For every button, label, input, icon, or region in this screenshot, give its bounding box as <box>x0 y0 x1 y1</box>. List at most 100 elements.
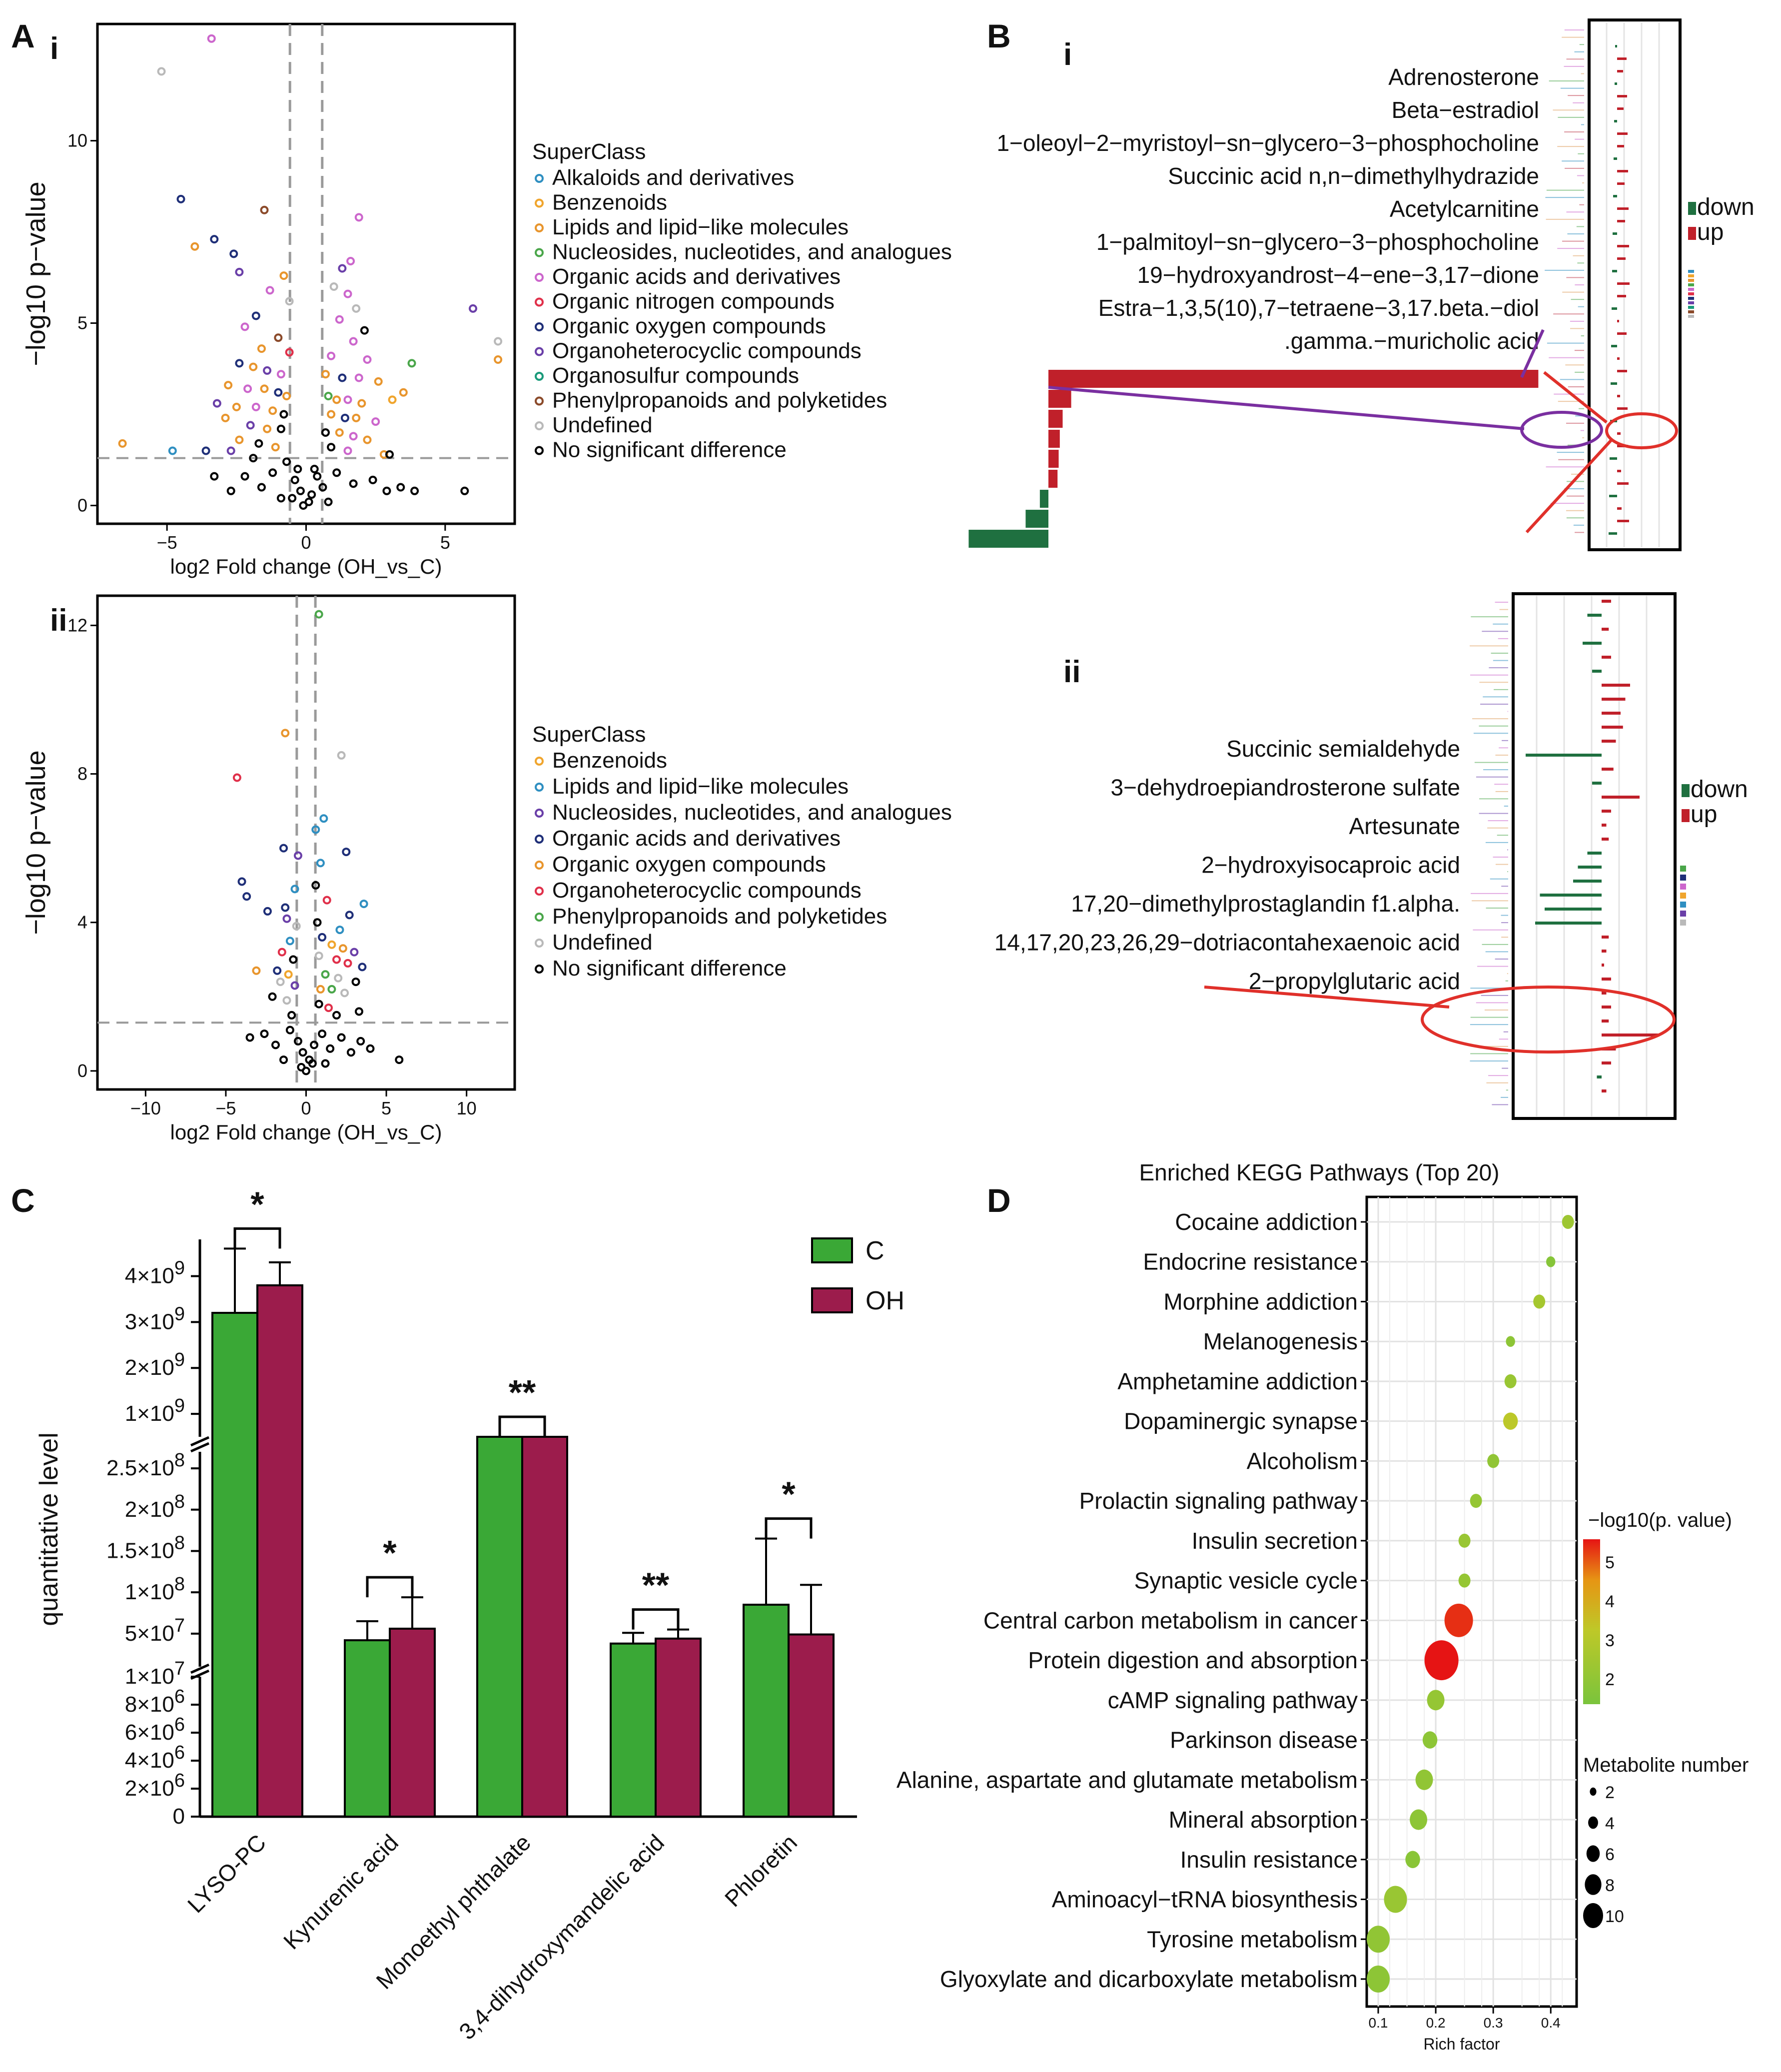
inset-bar <box>1587 852 1602 855</box>
data-point <box>263 907 272 916</box>
callout-line <box>1520 329 1545 378</box>
pathway-label-morphine-addiction: Morphine addiction <box>1163 1288 1358 1314</box>
metabolite-label-2-hydroxyisocaproic-acid: 2−hydroxyisocaproic acid <box>1201 852 1460 878</box>
data-point <box>249 362 258 371</box>
data-point <box>338 373 347 382</box>
y-tick-exponent: 7 <box>174 1658 185 1679</box>
size-legend-title: Metabolite number <box>1583 1754 1749 1776</box>
legend-marker <box>535 347 544 356</box>
inset-bar <box>1602 950 1607 953</box>
pathway-label-melanogenesis: Melanogenesis <box>1203 1328 1358 1354</box>
legend-label-up: up <box>1691 801 1717 828</box>
mini-key-swatch <box>1688 306 1694 309</box>
inset-bar <box>1540 894 1602 897</box>
plot-frame <box>96 594 516 1091</box>
data-point <box>327 985 336 994</box>
pathway-label-insulin-secretion: Insulin secretion <box>1192 1528 1358 1554</box>
volcano-plot-ii: ii −10 −5 0 5 10 0 4 8 12 log2 Fold change (OH_vs_… <box>21 594 952 1144</box>
data-point <box>358 963 367 972</box>
data-point <box>352 413 361 422</box>
legend-label-organoheterocyclic-compounds: Organoheterocyclic compounds <box>552 878 862 903</box>
data-point <box>310 465 319 474</box>
legend-marker <box>535 174 544 183</box>
inset-bar <box>1613 232 1617 235</box>
pathway-label-amphetamine-addiction: Amphetamine addiction <box>1117 1368 1358 1394</box>
inset-bar <box>1614 157 1617 160</box>
legend-label-organosulfur-compounds: Organosulfur compounds <box>552 363 799 388</box>
axis-break-mark-1 <box>190 1436 210 1447</box>
data-point <box>332 955 341 964</box>
pathway-label-camp-signaling-pathway: cAMP signaling pathway <box>1108 1687 1358 1713</box>
pathway-label-dopaminergic-synapse: Dopaminergic synapse <box>1124 1408 1358 1434</box>
legend-label-lipids-and-lipid-like-molecules: Lipids and lipid−like molecules <box>552 215 849 239</box>
inset-bar <box>1602 936 1609 939</box>
legend-marker <box>535 297 544 307</box>
data-point <box>263 424 272 433</box>
y-tick-exponent: 9 <box>174 1349 185 1370</box>
data-point <box>235 267 244 276</box>
data-point <box>311 881 320 890</box>
data-point <box>399 388 408 397</box>
axis-break-mark-1 <box>190 1442 210 1453</box>
legend-label-alkaloids-and-derivatives: Alkaloids and derivatives <box>552 165 794 190</box>
inset-bar <box>1610 457 1617 460</box>
significance-bracket <box>233 1227 281 1249</box>
pathway-bubble-endocrine-resistance <box>1546 1256 1556 1267</box>
data-point <box>314 952 323 961</box>
data-point <box>469 304 477 313</box>
inset-bar <box>1617 95 1627 97</box>
data-point <box>385 450 394 459</box>
inset-bar <box>1602 740 1616 743</box>
bar-gamma-muricholic-acid <box>968 530 1048 548</box>
data-point <box>268 468 277 477</box>
pathway-label-insulin-resistance: Insulin resistance <box>1180 1847 1358 1873</box>
inset-bar <box>1617 470 1621 472</box>
y-tick-label: 6×106 <box>125 1714 185 1745</box>
pathway-label-central-carbon-metabolism-in-cancer: Central carbon metabolism in cancer <box>983 1607 1358 1633</box>
inset-bar <box>1597 1075 1602 1078</box>
color-legend-tick: 3 <box>1605 1631 1615 1650</box>
data-point <box>168 446 177 455</box>
legend-label-nucleosides-nucleotides-and-analogues: Nucleosides, nucleotides, and analogues <box>552 240 952 264</box>
inset-bar <box>1602 698 1626 701</box>
data-point <box>319 814 328 823</box>
pathway-bubble-prolactin-signaling-pathway <box>1470 1494 1482 1508</box>
x-tick-label: 0.1 <box>1369 2015 1388 2031</box>
data-point <box>322 896 331 905</box>
legend-title: SuperClass <box>532 139 646 164</box>
data-point <box>240 322 249 331</box>
data-point <box>382 486 391 495</box>
data-point <box>210 472 219 481</box>
data-point <box>304 497 313 506</box>
y-tick-exponent: 8 <box>174 1450 185 1471</box>
color-legend-tick: 4 <box>1605 1592 1615 1611</box>
legend-label-organic-acids-and-derivatives: Organic acids and derivatives <box>552 826 841 851</box>
significance-bracket <box>632 1608 680 1630</box>
legend-label-benzenoids: Benzenoids <box>552 748 667 773</box>
y-tick-label: 12 <box>67 615 87 635</box>
y-tick-label: 1×109 <box>125 1395 185 1426</box>
y-tick-label: 5×107 <box>125 1615 185 1646</box>
inset-bar <box>1526 754 1602 757</box>
pathway-label-parkinson-disease: Parkinson disease <box>1170 1727 1358 1753</box>
data-point <box>318 483 327 492</box>
data-point <box>279 1055 288 1064</box>
size-legend-label: 2 <box>1605 1783 1615 1802</box>
inset-bar <box>1602 978 1611 981</box>
size-legend-label: 8 <box>1605 1876 1615 1895</box>
legend-marker <box>535 223 544 232</box>
inset-bar <box>1617 520 1629 522</box>
significance-bracket <box>366 1576 414 1598</box>
y-tick-exponent: 8 <box>174 1491 185 1512</box>
pathway-label-alanine-aspartate-and-glutamate-metabolism: Alanine, aspartate and glutamate metabol… <box>896 1767 1358 1793</box>
bar-c-phloretin <box>743 1603 790 1818</box>
y-tick-label: 5 <box>77 313 87 333</box>
legend-label-undefined: Undefined <box>552 930 653 955</box>
panel-letter-B: B <box>987 17 1011 54</box>
data-point <box>257 344 266 353</box>
inset-bar <box>1611 345 1617 347</box>
legend-marker <box>535 198 544 208</box>
legend-marker <box>535 421 544 430</box>
pathway-bubble-camp-signaling-pathway <box>1427 1690 1445 1711</box>
